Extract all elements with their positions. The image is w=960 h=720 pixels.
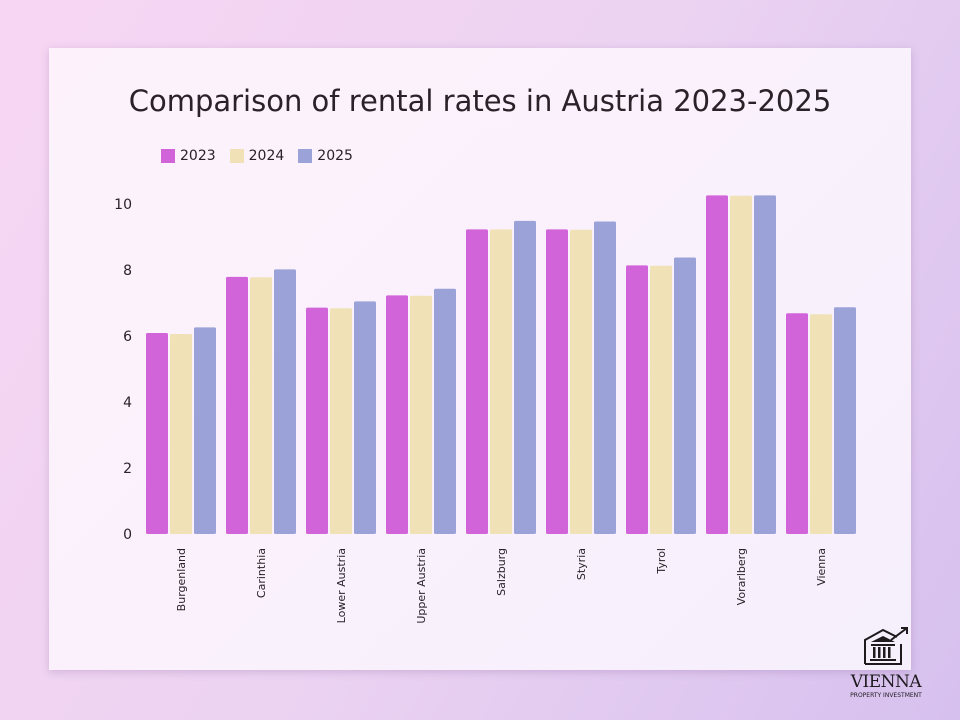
y-tick-label: 2 xyxy=(123,461,132,477)
bar-2024[interactable] xyxy=(730,195,752,534)
legend-item-2024[interactable]: 2024 xyxy=(229,148,285,164)
bar-2024[interactable] xyxy=(490,229,512,534)
bar-2024[interactable] xyxy=(650,265,672,534)
bar-2023[interactable] xyxy=(706,195,728,535)
x-tick-label: Burgenland xyxy=(175,548,188,611)
y-tick-label: 6 xyxy=(123,329,132,345)
x-tick-label: Vienna xyxy=(815,548,828,586)
y-tick-label: 10 xyxy=(114,197,132,213)
bar-2025[interactable] xyxy=(434,288,456,534)
bar-2025[interactable] xyxy=(594,221,616,535)
x-tick-label: Tyrol xyxy=(655,548,668,575)
bar-2024[interactable] xyxy=(810,314,832,534)
y-tick-label: 4 xyxy=(123,395,132,411)
x-tick-label: Upper Austria xyxy=(415,548,428,624)
logo: VIENNA PROPERTY INVESTMENT xyxy=(846,626,926,699)
bar-2023[interactable] xyxy=(626,265,648,534)
bar-2024[interactable] xyxy=(250,277,272,534)
bar-2025[interactable] xyxy=(674,257,696,534)
bar-2023[interactable] xyxy=(306,307,328,534)
y-tick-label: 0 xyxy=(123,527,132,543)
building-chart-icon xyxy=(864,627,908,665)
bar-2023[interactable] xyxy=(546,229,568,534)
legend-swatch xyxy=(229,149,244,163)
legend-swatch xyxy=(161,149,175,163)
y-tick-label: 8 xyxy=(123,263,132,279)
legend-item-2023[interactable]: 2023 xyxy=(161,148,216,164)
bar-2024[interactable] xyxy=(570,229,592,535)
legend-label: 2024 xyxy=(248,148,285,164)
logo-tagline: PROPERTY INVESTMENT xyxy=(850,692,922,699)
chart-title: Comparison of rental rates in Austria 20… xyxy=(128,84,832,118)
legend-swatch xyxy=(298,149,313,163)
x-tick-label: Salzburg xyxy=(495,548,508,596)
bar-2025[interactable] xyxy=(514,220,536,534)
bar-2023[interactable] xyxy=(226,276,248,534)
legend-label: 2023 xyxy=(180,148,216,164)
x-tick-label: Carinthia xyxy=(255,548,268,598)
legend-item-2025[interactable]: 2025 xyxy=(298,148,353,164)
x-tick-label: Lower Austria xyxy=(335,548,348,623)
legend-label: 2025 xyxy=(317,148,353,164)
x-tick-label: Styria xyxy=(575,548,588,580)
bar-2023[interactable] xyxy=(466,229,488,534)
x-tick-label: Vorarlberg xyxy=(735,548,748,605)
bar-2024[interactable] xyxy=(330,308,352,534)
bar-2024[interactable] xyxy=(170,334,192,534)
bar-2023[interactable] xyxy=(786,313,808,534)
bar-2023[interactable] xyxy=(146,333,168,534)
legend: 2023 2024 2025 xyxy=(161,148,353,164)
bar-2023[interactable] xyxy=(386,295,408,534)
bar-2025[interactable] xyxy=(834,307,856,534)
bar-2025[interactable] xyxy=(274,269,296,534)
bar-2025[interactable] xyxy=(754,195,776,535)
bar-2025[interactable] xyxy=(194,327,216,534)
logo-name: VIENNA xyxy=(850,672,922,692)
bar-2024[interactable] xyxy=(410,295,432,534)
bar-2025[interactable] xyxy=(354,301,376,534)
